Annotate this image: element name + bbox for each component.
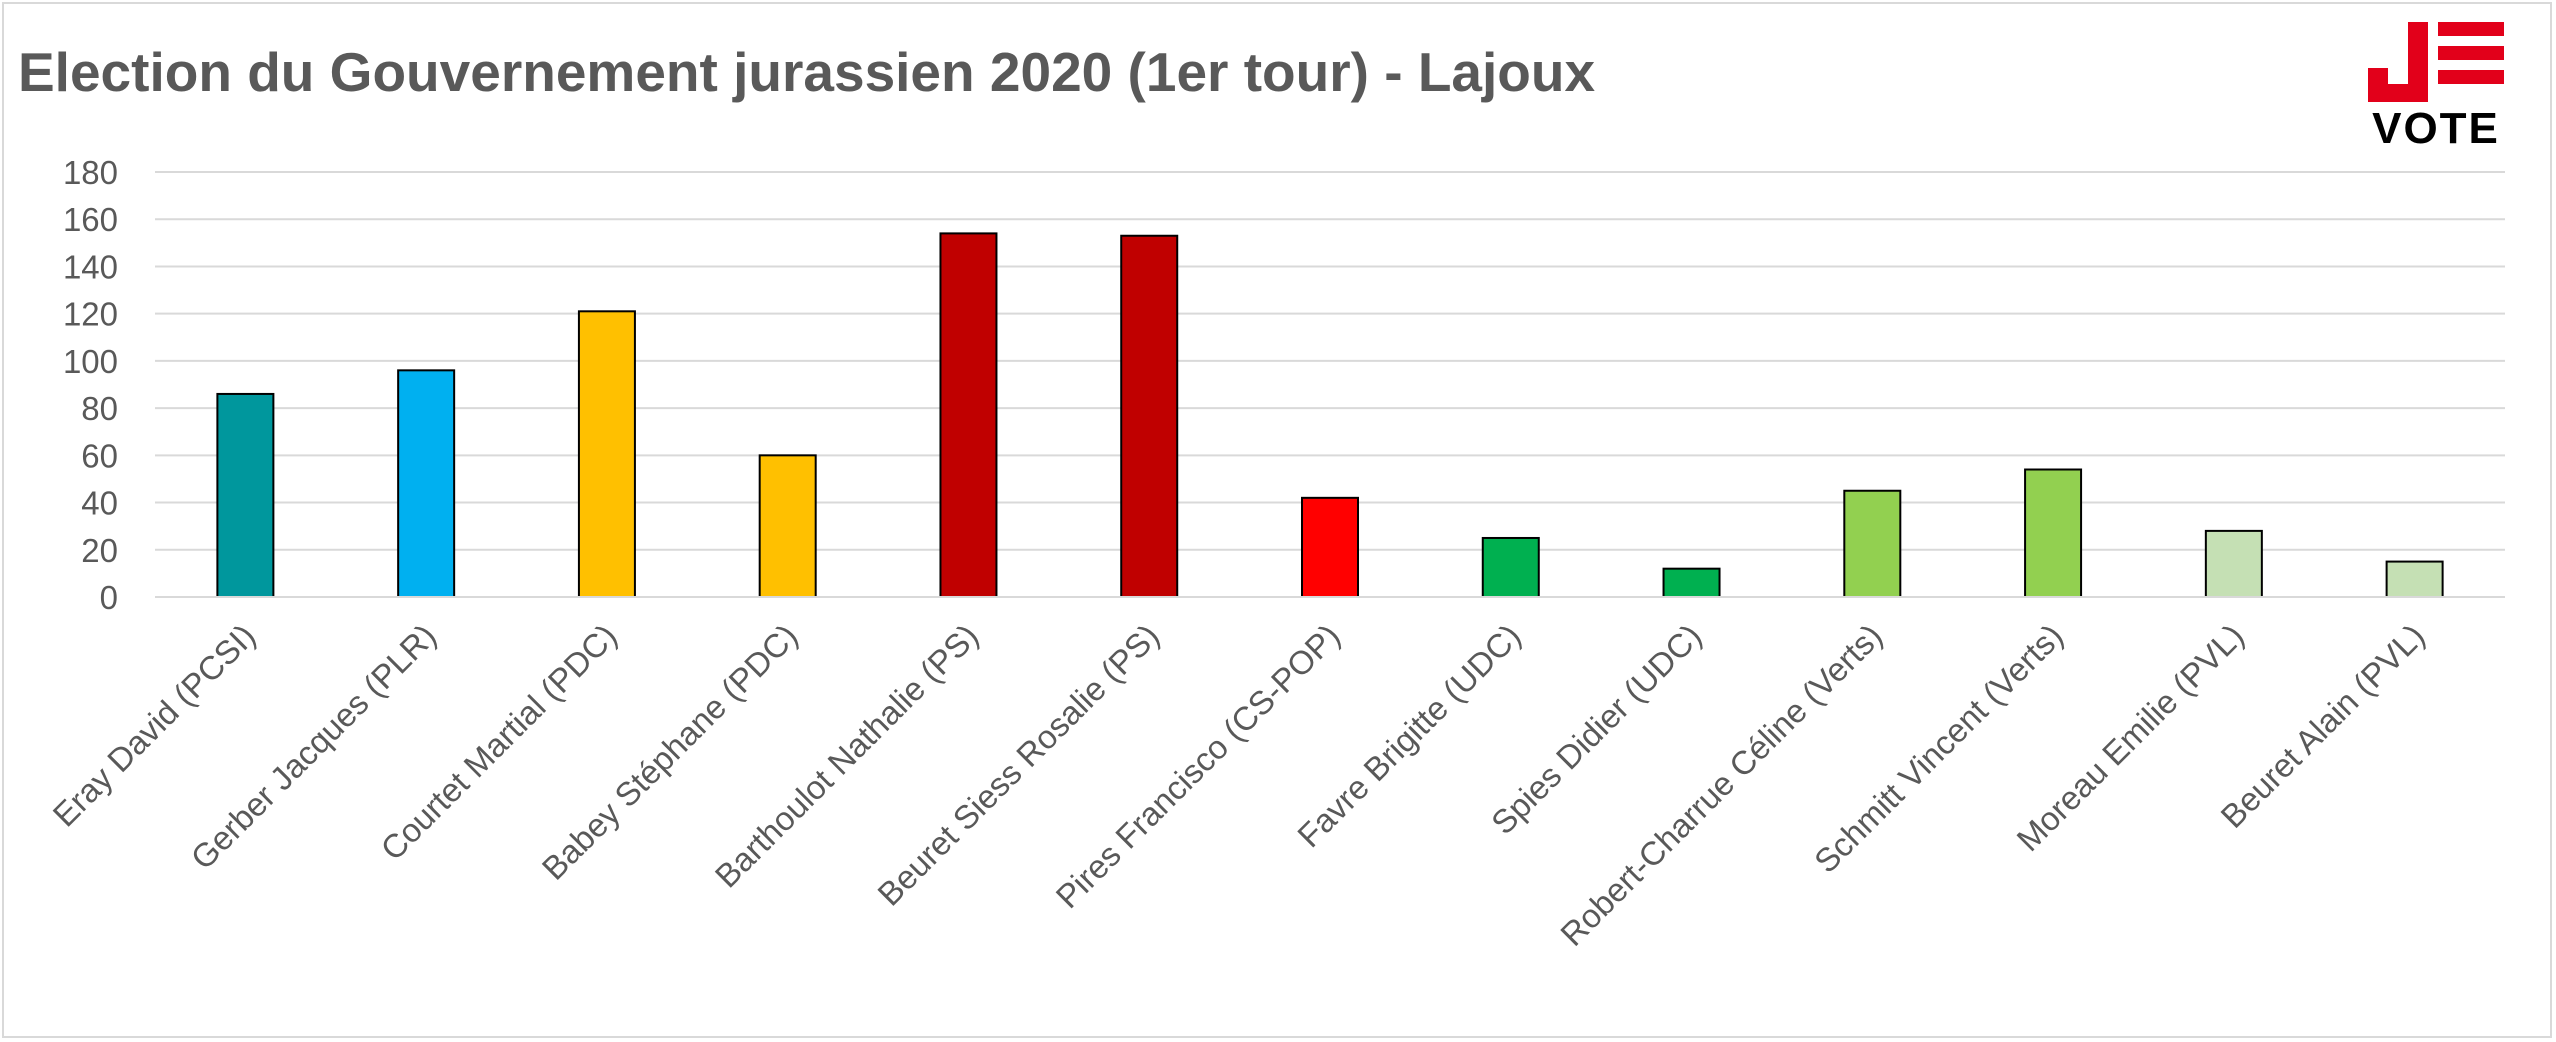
y-tick-label: 40 xyxy=(81,485,118,522)
x-category-label: Eray David (PCSI) xyxy=(46,617,263,834)
y-tick-label: 120 xyxy=(63,296,118,333)
y-tick-label: 140 xyxy=(63,248,118,285)
je-vote-logo: VOTE xyxy=(2368,22,2504,153)
y-tick-label: 180 xyxy=(63,154,118,191)
y-tick-label: 80 xyxy=(81,390,118,427)
x-category-label: Beuret Alain (PVL) xyxy=(2213,617,2431,835)
y-tick-label: 60 xyxy=(81,437,118,474)
chart-title: Election du Gouvernement jurassien 2020 … xyxy=(18,41,1596,103)
bar xyxy=(1843,489,1902,598)
bar xyxy=(1120,234,1179,598)
bar xyxy=(758,454,817,599)
bar xyxy=(939,232,998,598)
bar xyxy=(1301,496,1359,599)
bar xyxy=(1662,567,1721,599)
bar xyxy=(216,392,275,599)
bar xyxy=(577,310,636,598)
y-tick-label: 100 xyxy=(63,343,118,380)
logo-text: VOTE xyxy=(2372,104,2500,153)
y-tick-label: 20 xyxy=(81,532,118,569)
y-tick-label: 160 xyxy=(63,201,118,238)
bar xyxy=(2024,468,2083,598)
bar xyxy=(1481,536,1540,599)
bar xyxy=(2204,529,2263,599)
x-category-label: Pires Francisco (CS-POP) xyxy=(1049,617,1347,915)
y-tick-label: 0 xyxy=(100,579,118,616)
bar xyxy=(397,369,456,599)
logo-mark-icon xyxy=(2368,22,2504,102)
x-category-label: Robert-Charrue Céline (Verts) xyxy=(1553,617,1889,953)
bar xyxy=(2385,560,2444,598)
